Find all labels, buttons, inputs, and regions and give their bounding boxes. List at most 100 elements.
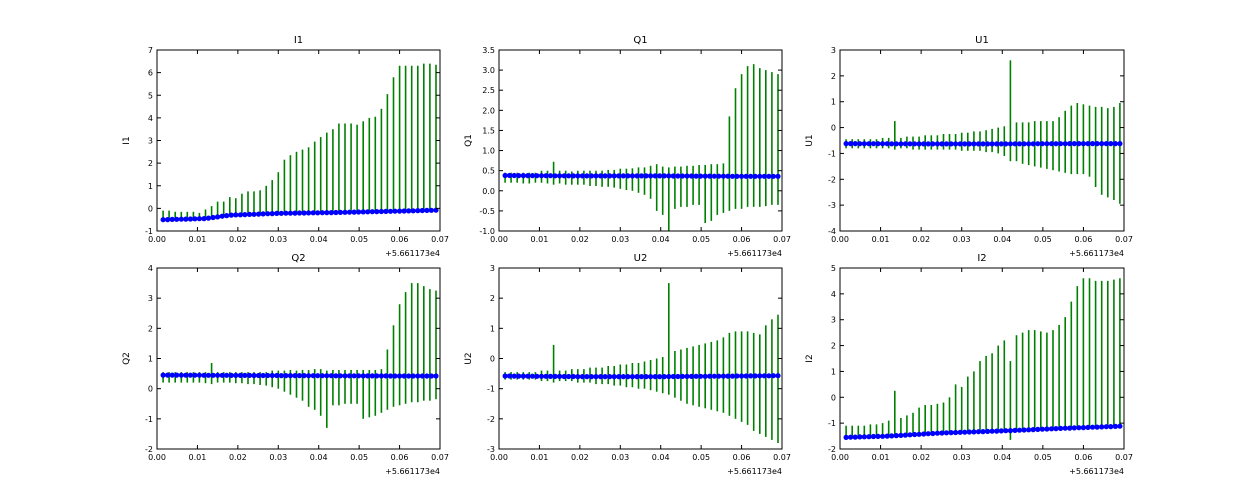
x-offset-label: +5.661173e4 — [1069, 249, 1124, 258]
model-point — [661, 173, 667, 179]
model-point — [278, 373, 284, 379]
model-point — [296, 373, 303, 379]
model-point — [1094, 424, 1100, 430]
model-point — [378, 373, 384, 379]
chart-title: I1 — [294, 35, 303, 46]
model-point — [356, 373, 362, 379]
model-point — [1112, 423, 1118, 429]
y-tick-label: 1 — [490, 324, 495, 333]
model-point — [625, 374, 631, 380]
model-point — [848, 434, 854, 440]
model-point — [616, 374, 622, 380]
x-tick-label: 0.03 — [953, 453, 971, 462]
plot-marks — [502, 283, 781, 443]
model-point — [415, 373, 421, 379]
model-point — [611, 374, 617, 380]
model-point — [948, 430, 954, 436]
model-point — [187, 372, 193, 378]
model-point — [734, 373, 740, 379]
model-point — [716, 173, 722, 179]
chart-panel-i1: 0.00 0.01 0.02 0.03 0.04 0.05 0.06 0.07 -1 0 1 2 3 4 5… — [122, 35, 449, 258]
x-offset-label: +5.661173e4 — [385, 249, 440, 258]
model-point — [652, 374, 658, 380]
y-tick-label: -2 — [145, 445, 153, 454]
model-point — [629, 374, 636, 380]
model-point — [866, 434, 872, 440]
model-point — [566, 373, 572, 380]
model-point — [634, 374, 640, 380]
x-tick-label: 0.05 — [350, 453, 368, 462]
model-point — [369, 209, 375, 215]
model-point — [743, 173, 749, 179]
chart-panel-i2: 0.00 0.01 0.02 0.03 0.04 0.05 0.06 0.07 -2 -1 0 1 2 3… — [805, 253, 1133, 476]
model-point — [260, 372, 266, 379]
model-point — [852, 141, 858, 147]
model-point — [205, 372, 212, 378]
model-point — [884, 433, 890, 439]
model-point — [246, 211, 253, 217]
model-point — [702, 373, 708, 379]
model-point — [201, 372, 207, 378]
model-point — [688, 373, 695, 379]
model-point — [428, 373, 434, 379]
model-point — [770, 173, 777, 179]
model-point — [324, 210, 330, 216]
model-point — [520, 173, 526, 179]
model-point — [333, 373, 339, 379]
model-point — [1026, 141, 1032, 147]
model-point — [538, 373, 545, 379]
model-point — [848, 141, 854, 147]
model-point — [934, 430, 941, 436]
model-point — [1071, 425, 1077, 431]
model-point — [1067, 141, 1073, 147]
model-point — [748, 173, 754, 179]
model-point — [657, 173, 663, 179]
model-point — [652, 173, 658, 179]
model-point — [620, 173, 626, 179]
x-tick-label: 0.00 — [831, 453, 849, 462]
y-axis-label: U1 — [805, 134, 815, 146]
model-point — [319, 210, 325, 216]
x-tick-label: 0.06 — [391, 235, 409, 244]
model-point — [1076, 425, 1082, 431]
x-tick-label: 0.07 — [431, 235, 449, 244]
model-point — [1007, 141, 1014, 147]
model-point — [880, 141, 886, 147]
model-point — [256, 372, 262, 379]
model-point — [1058, 141, 1064, 147]
model-point — [994, 141, 1000, 147]
model-point — [953, 429, 959, 436]
plot-area — [499, 50, 782, 231]
model-point — [985, 428, 991, 434]
model-point — [1112, 141, 1118, 147]
model-point — [716, 373, 722, 379]
model-point — [966, 429, 972, 435]
model-point — [975, 141, 982, 147]
x-tick-label: 0.00 — [490, 453, 508, 462]
model-point — [971, 141, 977, 147]
model-point — [1108, 141, 1114, 147]
y-tick-label: -1 — [145, 227, 153, 236]
y-tick-label: 0 — [831, 124, 836, 133]
x-tick-label: 0.05 — [692, 453, 710, 462]
x-tick-label: 0.06 — [733, 453, 751, 462]
y-tick-label: 6 — [148, 69, 153, 78]
x-tick-label: 0.03 — [953, 235, 971, 244]
model-point — [880, 433, 886, 439]
model-point — [739, 373, 745, 379]
model-point — [324, 373, 330, 379]
model-point — [1053, 426, 1059, 432]
model-point — [684, 373, 690, 379]
model-point — [743, 373, 749, 379]
x-tick-label: 0.01 — [872, 453, 890, 462]
model-point — [761, 373, 767, 379]
model-point — [1117, 423, 1123, 429]
model-point — [356, 209, 362, 215]
model-point — [233, 372, 239, 378]
model-point — [684, 173, 690, 179]
model-point — [387, 208, 394, 214]
model-point — [287, 210, 293, 216]
model-point — [930, 430, 936, 437]
model-point — [169, 216, 175, 222]
